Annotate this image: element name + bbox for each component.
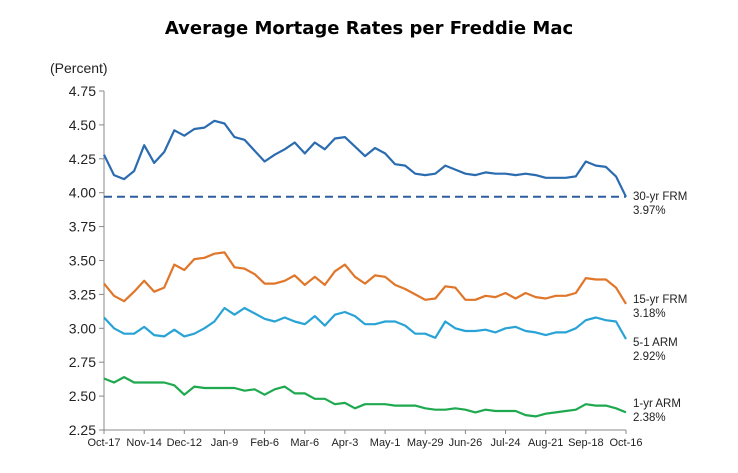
- y-tick-label: 2.75: [69, 354, 96, 370]
- x-tick-label: Dec-12: [167, 437, 202, 449]
- y-tick-label: 4.25: [69, 151, 96, 167]
- x-tick-label: Aug-21: [528, 437, 563, 449]
- chart-title: Average Mortage Rates per Freddie Mac: [164, 18, 574, 39]
- series-label-15-yr-frm: 15-yr FRM: [633, 294, 687, 306]
- x-tick-label: May-1: [370, 437, 401, 449]
- x-tick-label: May-29: [407, 437, 444, 449]
- y-tick-label: 4.75: [69, 83, 96, 99]
- y-tick-label: 4.00: [69, 185, 96, 201]
- series-line-5-1-arm: [103, 306, 627, 340]
- y-tick-label: 3.75: [69, 219, 96, 235]
- x-tick-label: Jun-26: [449, 437, 483, 449]
- series-label-5-1-arm: 5-1 ARM: [633, 337, 678, 349]
- x-tick-label: Apr-3: [331, 437, 358, 449]
- x-tick-label: Oct-16: [609, 437, 642, 449]
- y-axis-label: (Percent): [50, 60, 108, 76]
- x-tick-label: Feb-6: [250, 437, 279, 449]
- x-tick-label: Nov-14: [126, 437, 161, 449]
- y-tick-label: 3.25: [69, 286, 96, 302]
- series-end-value-1-yr-arm: 2.38%: [633, 412, 666, 424]
- series-end-value-30-yr-frm: 3.97%: [633, 205, 666, 217]
- y-tick-label: 3.00: [69, 320, 96, 336]
- series-end-value-15-yr-frm: 3.18%: [633, 308, 666, 320]
- x-tick-label: Sep-18: [568, 437, 603, 449]
- series-label-1-yr-arm: 1-yr ARM: [633, 398, 681, 410]
- y-tick-label: 4.50: [69, 117, 96, 133]
- series-end-value-5-1-arm: 2.92%: [633, 351, 666, 363]
- x-tick-label: Oct-17: [87, 437, 120, 449]
- x-tick-label: Jul-24: [491, 437, 521, 449]
- y-tick-label: 2.25: [69, 422, 96, 438]
- x-tick-label: Jan-9: [211, 437, 239, 449]
- series-line-15-yr-frm: [103, 251, 627, 305]
- series-line-30-yr-frm: [103, 119, 627, 198]
- series-label-30-yr-frm: 30-yr FRM: [633, 191, 687, 203]
- series-line-1-yr-arm: [103, 376, 627, 418]
- x-tick-label: Mar-6: [290, 437, 319, 449]
- y-tick-label: 3.50: [69, 253, 96, 269]
- y-tick-label: 2.50: [69, 388, 96, 404]
